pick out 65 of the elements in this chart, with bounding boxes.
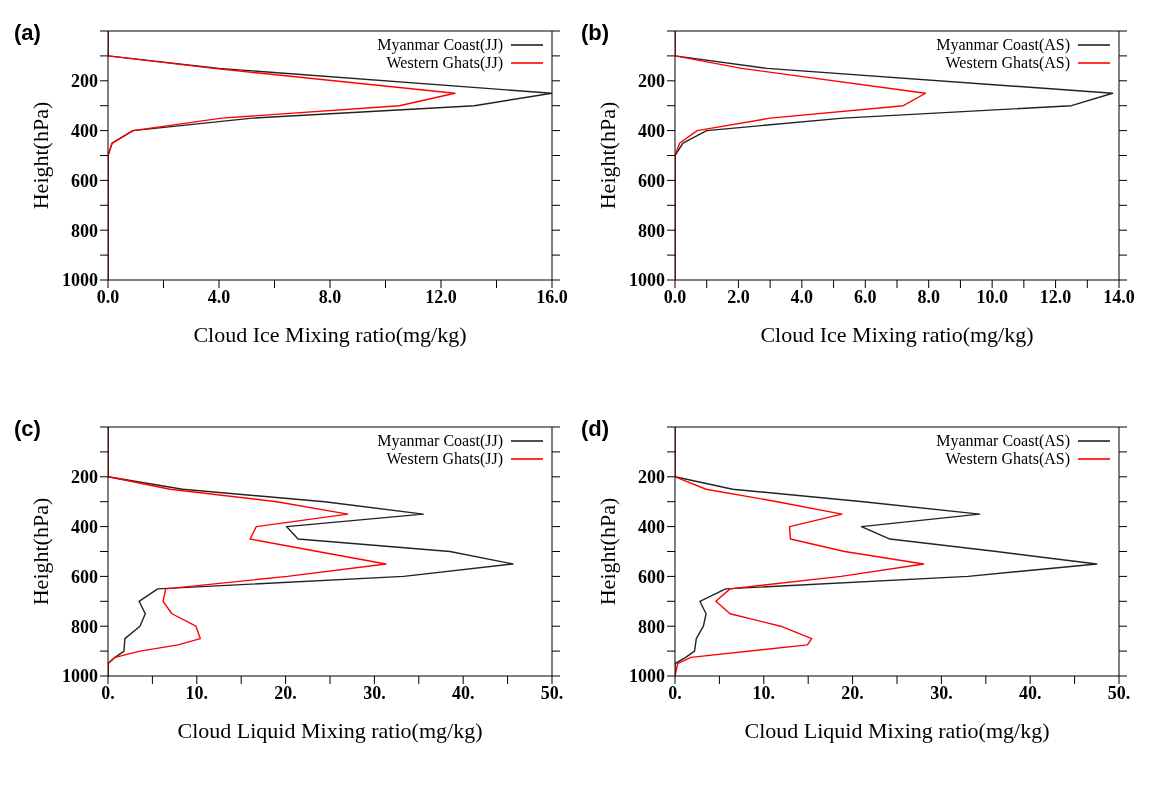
y-tick-label: 600 bbox=[71, 170, 98, 191]
chart-title: (d) bbox=[581, 416, 610, 442]
x-tick-label: 0.0 bbox=[96, 286, 120, 307]
x-axis-title: Cloud Liquid Mixing ratio(mg/kg) bbox=[177, 718, 483, 743]
x-tick-label: 16.0 bbox=[536, 286, 568, 307]
y-tick-label: 1000 bbox=[629, 666, 665, 687]
x-tick-label: 4.0 bbox=[790, 286, 814, 307]
legend-label: Myanmar Coast(JJ) bbox=[377, 36, 503, 54]
y-tick-label: 200 bbox=[71, 71, 98, 92]
y-tick-label: 400 bbox=[638, 120, 665, 141]
x-tick-label: 20. bbox=[274, 682, 297, 703]
y-axis-title: Height(hPa) bbox=[27, 497, 53, 606]
x-tick-label: 6.0 bbox=[854, 286, 877, 307]
chart-title: (c) bbox=[14, 416, 41, 442]
legend-label: Myanmar Coast(AS) bbox=[936, 36, 1070, 54]
y-tick-label: 200 bbox=[638, 467, 665, 488]
x-tick-label: 40. bbox=[451, 682, 475, 703]
x-tick-label: 0. bbox=[668, 682, 682, 703]
y-tick-label: 800 bbox=[71, 220, 98, 241]
y-axis-title: Height(hPa) bbox=[594, 101, 620, 210]
y-tick-label: 1000 bbox=[629, 270, 665, 291]
legend-label: Western Ghats(AS) bbox=[945, 54, 1070, 72]
chart-title: (b) bbox=[581, 20, 610, 46]
x-tick-label: 50. bbox=[540, 682, 564, 703]
x-tick-label: 0. bbox=[101, 682, 115, 703]
y-tick-label: 600 bbox=[71, 566, 98, 587]
x-tick-label: 30. bbox=[363, 682, 386, 703]
legend-label: Western Ghats(JJ) bbox=[386, 450, 503, 468]
y-tick-label: 400 bbox=[71, 516, 98, 537]
chart-title: (a) bbox=[14, 20, 41, 46]
y-tick-label: 600 bbox=[638, 566, 665, 587]
x-tick-label: 20. bbox=[841, 682, 864, 703]
y-axis-title: Height(hPa) bbox=[594, 497, 620, 606]
x-tick-label: 4.0 bbox=[207, 286, 231, 307]
y-tick-label: 800 bbox=[71, 616, 98, 637]
x-tick-label: 0.0 bbox=[663, 286, 687, 307]
y-tick-label: 400 bbox=[71, 120, 98, 141]
y-tick-label: 800 bbox=[638, 616, 665, 637]
x-tick-label: 12.0 bbox=[425, 286, 457, 307]
x-tick-label: 40. bbox=[1018, 682, 1042, 703]
x-tick-label: 10. bbox=[752, 682, 776, 703]
x-tick-label: 10.0 bbox=[976, 286, 1008, 307]
x-tick-label: 2.0 bbox=[727, 286, 750, 307]
x-tick-label: 12.0 bbox=[1039, 286, 1072, 307]
legend-label: Western Ghats(AS) bbox=[945, 450, 1070, 468]
y-axis-title: Height(hPa) bbox=[27, 101, 53, 210]
y-tick-label: 600 bbox=[638, 170, 665, 191]
x-tick-label: 10. bbox=[185, 682, 209, 703]
legend-label: Myanmar Coast(AS) bbox=[936, 432, 1070, 450]
y-tick-label: 200 bbox=[638, 71, 665, 92]
x-tick-label: 8.0 bbox=[917, 286, 940, 307]
x-tick-label: 14.0 bbox=[1103, 286, 1135, 307]
y-tick-label: 800 bbox=[638, 220, 665, 241]
x-axis-title: Cloud Liquid Mixing ratio(mg/kg) bbox=[744, 718, 1050, 743]
x-axis-title: Cloud Ice Mixing ratio(mg/kg) bbox=[760, 322, 1034, 347]
x-tick-label: 30. bbox=[930, 682, 953, 703]
y-tick-label: 1000 bbox=[62, 270, 98, 291]
y-tick-label: 200 bbox=[71, 467, 98, 488]
legend-label: Myanmar Coast(JJ) bbox=[377, 432, 503, 450]
x-tick-label: 50. bbox=[1107, 682, 1131, 703]
legend-label: Western Ghats(JJ) bbox=[386, 54, 503, 72]
y-tick-label: 1000 bbox=[62, 666, 98, 687]
y-tick-label: 400 bbox=[638, 516, 665, 537]
x-tick-label: 8.0 bbox=[318, 286, 342, 307]
x-axis-title: Cloud Ice Mixing ratio(mg/kg) bbox=[193, 322, 467, 347]
